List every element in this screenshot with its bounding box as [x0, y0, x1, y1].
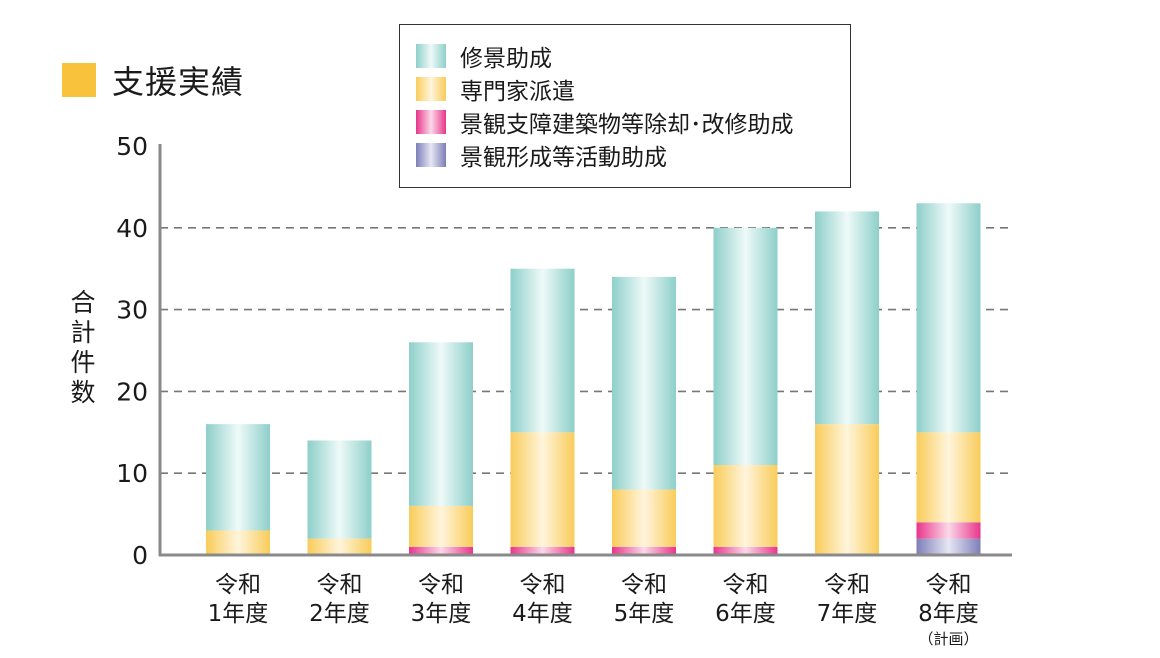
- bar-segment: [510, 268, 575, 433]
- bar-segment: [307, 440, 372, 539]
- x-tick-label: 令和: [621, 572, 667, 598]
- x-tick-label: 4年度: [512, 601, 573, 627]
- x-tick-label: 5年度: [614, 601, 675, 627]
- legend-label: 景観支障建築物等除却･改修助成: [460, 112, 794, 138]
- legend-swatch: [416, 77, 446, 101]
- x-tick-label: 令和: [215, 572, 261, 598]
- x-tick-label: 令和: [317, 572, 363, 598]
- legend-label: 景観形成等活動助成: [460, 145, 667, 171]
- bar-segment: [409, 342, 473, 506]
- bar-segment: [510, 546, 575, 555]
- legend-swatch: [416, 44, 446, 68]
- x-tick-label: 8年度: [918, 601, 979, 627]
- x-tick-note: （計画）: [918, 630, 978, 648]
- x-tick-label: 令和: [926, 572, 972, 598]
- x-tick-label: 令和: [520, 572, 566, 598]
- bar-segment: [409, 546, 473, 555]
- y-tick-label: 50: [116, 132, 148, 161]
- bar-segment: [713, 465, 778, 547]
- bar-segment: [612, 546, 676, 555]
- chart-title: 支援実績: [62, 60, 245, 101]
- bar-segment: [409, 505, 473, 547]
- y-tick-label: 0: [132, 541, 148, 570]
- chart-title-text: 支援実績: [112, 63, 245, 101]
- x-tick-label: 令和: [824, 572, 870, 598]
- legend-item: 景観形成等活動助成: [416, 140, 667, 171]
- bar-segment: [206, 530, 270, 555]
- bar-segment: [713, 227, 778, 466]
- y-tick-label: 40: [116, 214, 148, 243]
- legend-item: 修景助成: [416, 41, 552, 72]
- title-marker-icon: [62, 63, 96, 97]
- x-tick-label: 令和: [723, 572, 769, 598]
- x-tick-label: 7年度: [817, 601, 878, 627]
- bar-segment: [916, 432, 981, 523]
- x-tick-label: 3年度: [411, 601, 472, 627]
- bar-segment: [510, 432, 575, 547]
- bar-segment: [612, 276, 676, 490]
- y-tick-label: 30: [116, 296, 148, 325]
- legend-label: 修景助成: [460, 46, 552, 72]
- bar-segment: [815, 424, 879, 555]
- x-tick-label: 1年度: [208, 601, 269, 627]
- legend-label: 専門家派遣: [460, 79, 575, 105]
- bar-segment: [307, 538, 372, 555]
- y-tick-label: 10: [116, 459, 148, 488]
- y-axis-label: 合計件数: [70, 288, 96, 407]
- x-tick-label: 令和: [418, 572, 464, 598]
- legend-swatch: [416, 110, 446, 134]
- x-tick-label: 6年度: [715, 601, 776, 627]
- y-tick-label: 20: [116, 377, 148, 406]
- legend-swatch: [416, 143, 446, 167]
- bar-segment: [916, 538, 981, 555]
- legend: 修景助成専門家派遣景観支障建築物等除却･改修助成 景観形成等活動助成: [399, 24, 851, 188]
- bar-segment: [916, 522, 981, 539]
- x-tick-label: 2年度: [309, 601, 370, 627]
- bar-segment: [916, 203, 981, 433]
- bar-segment: [206, 424, 270, 531]
- bar-segment: [612, 489, 676, 547]
- legend-item: 専門家派遣: [416, 74, 575, 105]
- legend-item: 景観支障建築物等除却･改修助成: [416, 107, 794, 138]
- bar-segment: [815, 211, 879, 425]
- bar-segment: [713, 546, 778, 555]
